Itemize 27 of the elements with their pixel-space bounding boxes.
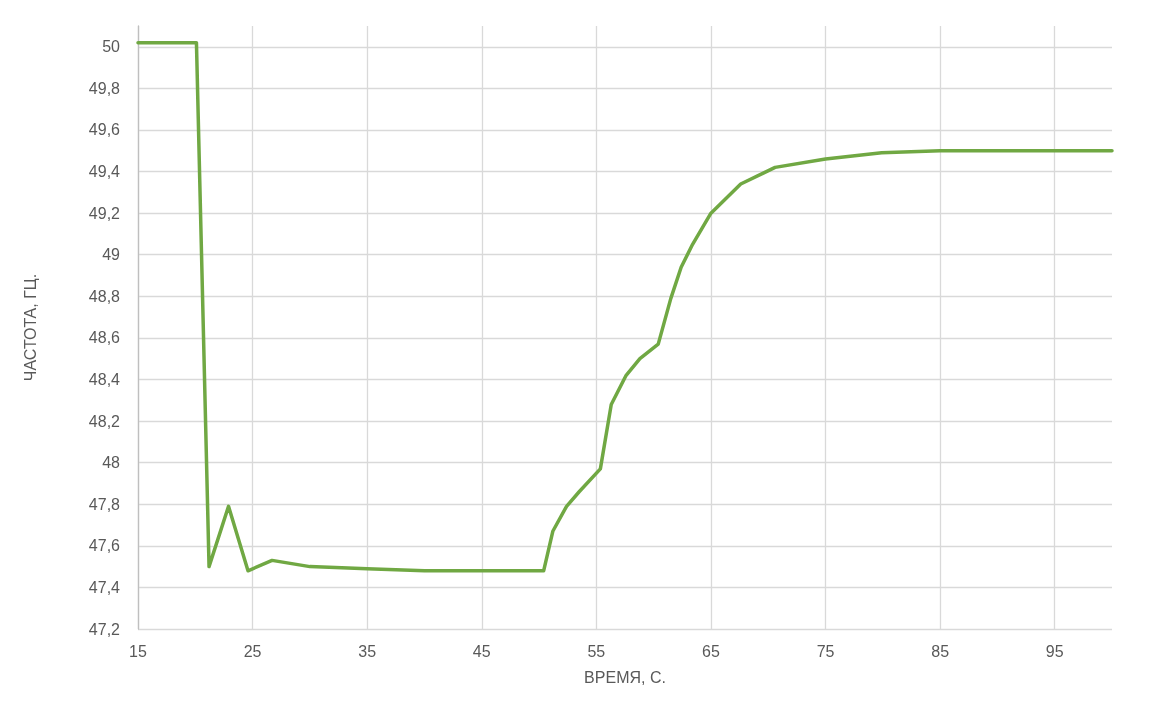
- x-axis-title: ВРЕМЯ, С.: [584, 668, 666, 686]
- y-tick-label: 49: [102, 246, 121, 264]
- x-tick-label: 25: [243, 642, 262, 660]
- y-tick-label: 47,2: [88, 620, 121, 638]
- y-tick-label: 50: [102, 38, 121, 56]
- x-tick-label: 65: [702, 642, 720, 660]
- y-tick-label: 49,6: [88, 121, 121, 139]
- y-tick-label: 48,8: [88, 287, 121, 305]
- y-tick-label: 49,8: [88, 79, 121, 97]
- y-tick-label: 48,2: [88, 412, 121, 430]
- y-tick-label: 48: [102, 454, 121, 472]
- line-series: [136, 40, 1114, 573]
- y-tick-label: 49,4: [88, 163, 121, 181]
- x-tick-label: 85: [931, 642, 950, 660]
- y-tick-label: 49,2: [88, 204, 121, 222]
- y-tick-label: 47,6: [88, 537, 121, 555]
- x-tick-label: 35: [358, 642, 377, 660]
- x-tick-label: 55: [587, 642, 606, 660]
- y-tick-label: 48,4: [88, 370, 121, 388]
- x-tick-label: 95: [1045, 642, 1064, 660]
- x-tick-label: 15: [129, 642, 147, 660]
- y-axis-title: ЧАСТОТА, ГЦ.: [21, 273, 39, 382]
- x-tick-label: 75: [816, 642, 835, 660]
- y-tick-label: 47,4: [88, 578, 121, 596]
- y-tick-label: 48,6: [88, 329, 121, 347]
- x-tick-label: 45: [472, 642, 491, 660]
- y-tick-label: 47,8: [88, 495, 121, 513]
